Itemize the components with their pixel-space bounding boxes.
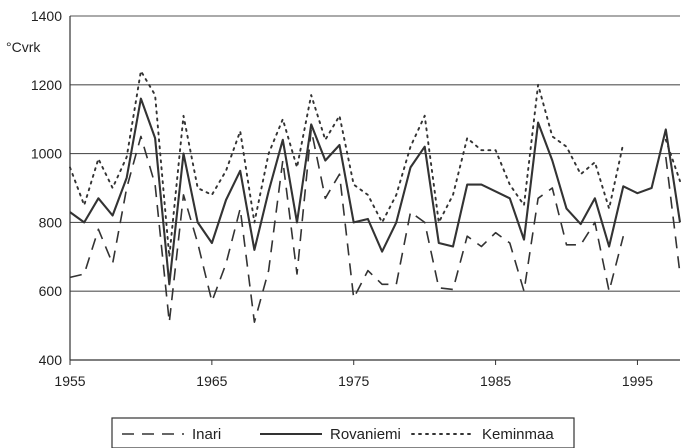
y-tick-label-400: 400 xyxy=(39,352,63,368)
x-tick-label-1995: 1995 xyxy=(622,373,653,389)
legend-label-rovaniemi: Rovaniemi xyxy=(330,426,401,443)
series-lines xyxy=(69,70,682,323)
grid-lines xyxy=(70,15,680,361)
y-tick-label-1000: 1000 xyxy=(31,146,62,162)
y-axis-unit-label: °Cvrk xyxy=(6,39,41,55)
legend-label-keminmaa: Keminmaa xyxy=(482,426,554,443)
series-line-keminmaa xyxy=(69,70,681,258)
legend-label-inari: Inari xyxy=(192,426,221,443)
x-tick-label-1975: 1975 xyxy=(338,373,369,389)
y-tick-label-600: 600 xyxy=(39,283,63,299)
x-tick-label-1965: 1965 xyxy=(196,373,227,389)
x-tick-label-1985: 1985 xyxy=(480,373,511,389)
series-line-inari xyxy=(69,128,681,323)
x-tick-labels: 1955 1965 1975 1985 1995 xyxy=(54,373,653,389)
legend-box xyxy=(111,417,575,448)
series-line-rovaniemi xyxy=(69,97,682,286)
x-tick-label-1955: 1955 xyxy=(54,373,85,389)
y-tick-label-1200: 1200 xyxy=(31,77,62,93)
y-tick-labels: 400 600 800 1000 1200 1400 xyxy=(31,8,62,368)
legend: Inari Rovaniemi Keminmaa xyxy=(111,417,575,448)
axes xyxy=(69,16,680,365)
y-tick-label-800: 800 xyxy=(39,214,63,230)
y-tick-label-1400: 1400 xyxy=(31,8,62,24)
